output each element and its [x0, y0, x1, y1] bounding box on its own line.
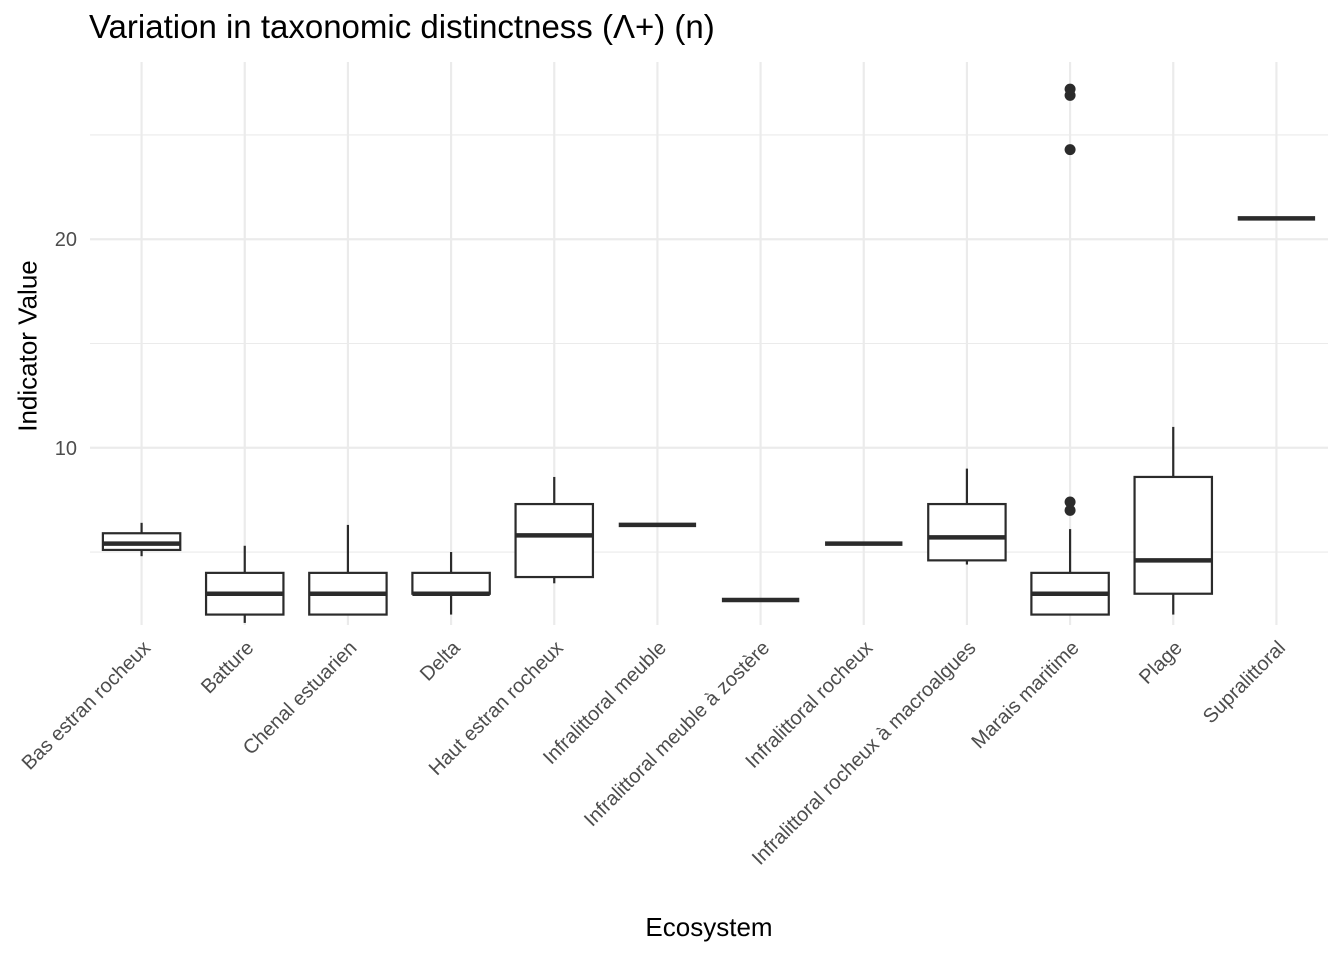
- x-tick-label: Supralittoral: [1199, 637, 1290, 728]
- chart-title: Variation in taxonomic distinctness (Λ+)…: [89, 8, 715, 45]
- outlier-point: [1064, 83, 1076, 95]
- outlier-point: [1064, 504, 1076, 516]
- box: [411, 571, 491, 595]
- x-tick-label: Chenal estuarien: [239, 637, 361, 759]
- x-tick-label: Infralittoral rocheux à macroalgues: [748, 637, 981, 870]
- box: [1133, 475, 1214, 595]
- outlier-point: [1064, 144, 1076, 156]
- box: [514, 502, 595, 579]
- outlier-point: [1064, 496, 1076, 508]
- y-tick-label: 10: [55, 438, 77, 460]
- y-tick-label: 20: [55, 229, 77, 251]
- x-tick-label: Bas estran rocheux: [18, 637, 155, 774]
- x-tick-label: Infralittoral meuble à zostère: [580, 637, 774, 831]
- x-tick-label: Plage: [1135, 637, 1187, 689]
- box: [927, 502, 1007, 562]
- x-tick-label: Delta: [416, 636, 465, 685]
- x-tick-label: Marais maritime: [967, 637, 1083, 753]
- x-tick-label: Batture: [197, 637, 258, 698]
- x-axis-title: Ecosystem: [645, 912, 773, 942]
- y-axis-title: Indicator Value: [12, 260, 43, 432]
